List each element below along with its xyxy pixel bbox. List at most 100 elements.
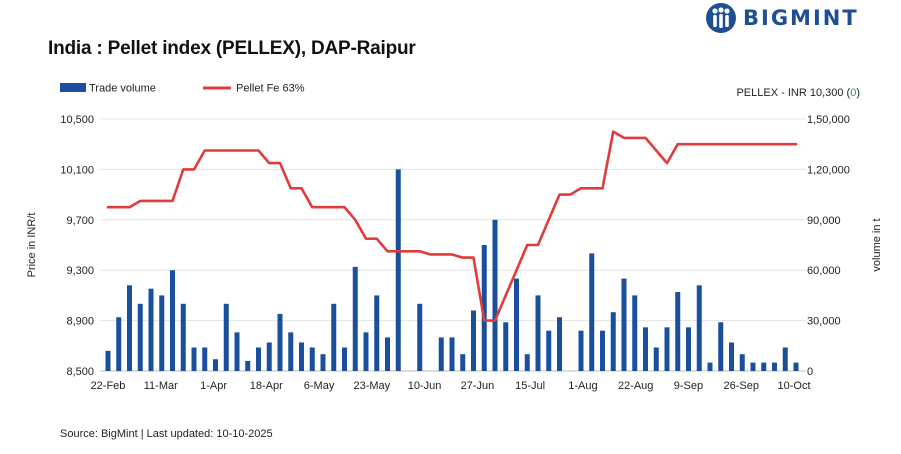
volume-bar: [492, 219, 498, 371]
x-tick-label: 15-Jul: [515, 380, 545, 392]
volume-bar: [245, 360, 251, 371]
x-tick-label: 11-Mar: [144, 380, 178, 392]
x-tick-label: 1-Apr: [200, 380, 227, 392]
volume-bar: [395, 169, 401, 371]
volume-bar: [234, 332, 240, 371]
left-tick-label: 10,500: [60, 114, 94, 126]
volume-bar: [675, 292, 681, 371]
volume-bar: [729, 342, 734, 371]
x-tick-label: 9-Sep: [674, 380, 703, 392]
volume-bar: [277, 313, 283, 371]
legend-label-volume: Trade volume: [89, 83, 156, 95]
x-tick-label: 1-Aug: [568, 380, 597, 392]
volume-bar: [385, 337, 390, 371]
volume-bar: [632, 295, 638, 371]
legend: Trade volume Pellet Fe 63%: [60, 83, 305, 95]
volume-bar: [116, 317, 122, 371]
pellex-info: PELLEX - INR 10,300 (0): [736, 87, 860, 99]
volume-bar: [288, 332, 294, 371]
volume-bar: [180, 303, 186, 371]
price-line: [106, 130, 798, 322]
left-tick-label: 10,100: [60, 164, 94, 176]
left-tick-label: 8,500: [66, 366, 94, 378]
volume-bar: [159, 295, 165, 371]
volume-bar: [170, 270, 175, 371]
left-axis-ticks: 8,500 8,900 9,300 9,700 10,100 10,500: [60, 114, 94, 378]
volume-bar: [653, 347, 659, 371]
volume-bar: [202, 347, 208, 371]
x-tick-label: 27-Jun: [461, 380, 495, 392]
volume-bar: [782, 347, 788, 371]
volume-bar: [578, 330, 584, 371]
volume-bar: [417, 303, 423, 371]
pellex-info-label: PELLEX - INR 10,300 (: [736, 87, 850, 99]
pellex-change-value: 0: [850, 87, 856, 99]
right-tick-label: 90,000: [807, 215, 841, 227]
x-tick-label: 23-May: [354, 380, 391, 392]
volume-bar: [438, 337, 444, 371]
volume-bar: [621, 278, 627, 371]
x-tick-label: 22-Aug: [618, 380, 653, 392]
volume-bar: [320, 354, 326, 371]
legend-label-price: Pellet Fe 63%: [236, 83, 305, 95]
volume-bar: [266, 342, 272, 371]
x-tick-label: 18-Apr: [250, 380, 283, 392]
volume-bar: [331, 303, 337, 371]
volume-bar: [589, 253, 595, 371]
volume-bar: [696, 285, 702, 371]
volume-bar: [137, 303, 143, 371]
volume-bar: [223, 303, 229, 371]
volume-bar: [761, 362, 767, 371]
volume-bar: [105, 350, 111, 371]
volume-bar: [191, 347, 197, 371]
right-tick-label: 60,000: [807, 265, 841, 277]
x-tick-label: 10-Jun: [408, 380, 442, 392]
volume-bar: [471, 310, 476, 371]
volume-bar: [793, 362, 799, 371]
brand-logo: BIGMINT: [705, 2, 859, 34]
volume-bar: [148, 288, 154, 371]
chart-title: India : Pellet index (PELLEX), DAP-Raipu…: [48, 38, 416, 59]
volume-bar: [481, 245, 487, 371]
right-tick-label: 1,20,000: [807, 164, 850, 176]
volume-bar: [449, 337, 455, 371]
volume-bar: [718, 322, 724, 371]
left-axis-label: Price in INR/t: [26, 213, 38, 278]
volume-bar: [546, 330, 552, 371]
pellex-info-close: ): [856, 87, 860, 99]
volume-bar: [213, 359, 218, 371]
volume-bar: [750, 362, 756, 371]
volume-bar: [535, 295, 541, 371]
brand-logo-icon: [706, 3, 736, 33]
volume-bar: [352, 266, 358, 371]
left-tick-label: 9,300: [66, 265, 94, 277]
volume-bar: [643, 327, 648, 371]
volume-bar: [256, 347, 261, 371]
left-tick-label: 9,700: [66, 215, 94, 227]
right-tick-label: 1,50,000: [807, 114, 850, 126]
x-tick-label: 26-Sep: [723, 380, 758, 392]
volume-bar: [739, 354, 745, 371]
volume-bar: [524, 354, 530, 371]
volume-bar: [374, 295, 380, 371]
volume-bar: [707, 362, 713, 371]
source-note: Source: BigMint | Last updated: 10-10-20…: [60, 428, 273, 440]
volume-bar: [299, 342, 304, 371]
right-tick-label: 30,000: [807, 316, 841, 328]
x-axis-ticks: 22-Feb 11-Mar 1-Apr 18-Apr 6-May 23-May 10-Jun…: [91, 380, 811, 392]
volume-bar: [342, 347, 347, 371]
left-tick-label: 8,900: [66, 316, 94, 328]
legend-swatch-volume: [60, 83, 86, 92]
volume-bar: [514, 278, 519, 371]
brand-name: BIGMINT: [743, 6, 859, 30]
x-tick-label: 22-Feb: [91, 380, 126, 392]
volume-bar: [686, 327, 691, 371]
volume-bar: [600, 330, 605, 371]
trade-volume-bars: [105, 169, 799, 371]
x-tick-label: 10-Oct: [777, 380, 810, 392]
price-line-group: [106, 130, 798, 322]
x-tick-label: 6-May: [304, 380, 335, 392]
volume-bar: [610, 312, 616, 371]
volume-bar: [503, 322, 509, 371]
